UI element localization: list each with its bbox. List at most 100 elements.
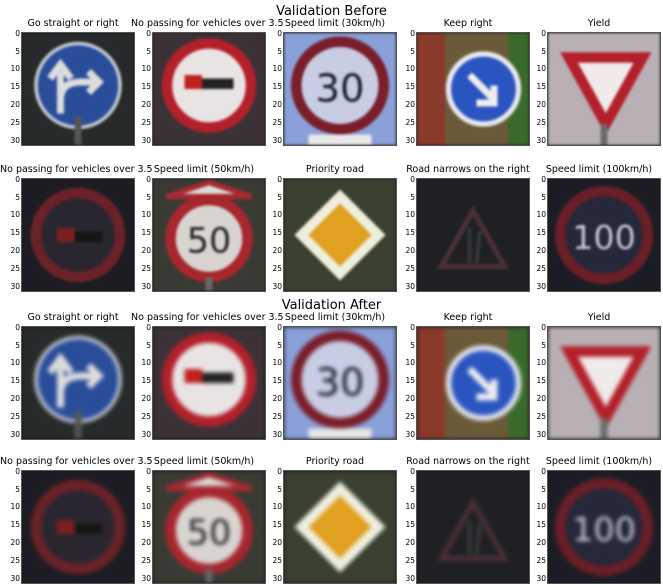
y-axis-ticks: 0 5 10 15 20 25 30 <box>536 175 549 292</box>
y-tick-label: 15 <box>272 228 285 238</box>
y-tick-label: 10 <box>10 64 23 74</box>
y-tick-label: 10 <box>10 502 23 512</box>
y-tick-label: 5 <box>541 46 549 56</box>
image-panel: Speed limit (100km/h) 0 5 10 15 20 25 30 100 <box>536 164 662 294</box>
panel-title: Speed limit (50km/h) <box>153 164 255 175</box>
y-tick-label: 0 <box>410 466 418 476</box>
y-tick-label: 30 <box>141 281 154 291</box>
y-tick-label: 5 <box>277 484 285 494</box>
y-tick-label: 30 <box>141 135 154 145</box>
y-tick-label: 25 <box>536 263 549 273</box>
y-tick-label: 30 <box>10 573 23 583</box>
y-tick-label: 0 <box>277 322 285 332</box>
y-axis-ticks: 0 5 10 15 20 25 30 <box>272 467 285 584</box>
y-tick-label: 20 <box>405 100 418 110</box>
no-passing-sign-image <box>21 470 135 584</box>
image-panel: Keep right 0 5 10 15 20 25 30 <box>405 18 531 148</box>
y-axis-ticks: 0 5 10 15 20 25 30 <box>405 466 418 584</box>
panel-title: Speed limit (100km/h) <box>545 456 653 467</box>
y-axis-ticks: 0 5 10 15 20 25 30 <box>141 175 154 292</box>
panel-title: Yield <box>587 18 611 29</box>
y-tick-label: 10 <box>405 64 418 74</box>
image-panel: No passing for vehicles over 3.5 0 5 10 15 20… <box>0 456 153 586</box>
y-tick-label: 15 <box>141 82 154 92</box>
yield-sign-image <box>547 326 661 440</box>
keep-right-sign-image <box>416 326 530 440</box>
y-tick-label: 5 <box>410 192 418 202</box>
y-axis-ticks: 0 5 10 15 20 25 30 <box>272 29 285 146</box>
y-tick-label: 0 <box>410 322 418 332</box>
y-tick-label: 5 <box>410 46 418 56</box>
y-tick-label: 10 <box>536 64 549 74</box>
y-tick-label: 0 <box>541 322 549 332</box>
image-panel: Go straight or right 0 5 10 15 20 25 30 <box>10 312 136 442</box>
y-axis-ticks: 0 5 10 15 20 25 30 <box>10 323 23 440</box>
y-tick-label: 30 <box>141 573 154 583</box>
y-tick-label: 0 <box>15 174 23 184</box>
image-panel: Keep right 0 5 10 15 20 25 30 <box>405 312 531 442</box>
y-tick-label: 15 <box>536 82 549 92</box>
y-tick-label: 10 <box>536 358 549 368</box>
y-tick-label: 20 <box>10 100 23 110</box>
y-axis-ticks: 0 5 10 15 20 25 30 <box>10 29 23 146</box>
y-tick-label: 25 <box>272 411 285 421</box>
y-tick-label: 15 <box>10 82 23 92</box>
y-axis-ticks: 0 5 10 15 20 25 30 <box>405 175 418 292</box>
y-tick-label: 15 <box>405 520 418 530</box>
y-tick-label: 30 <box>272 573 285 583</box>
y-tick-label: 0 <box>146 28 154 38</box>
y-tick-label: 0 <box>146 322 154 332</box>
y-tick-label: 25 <box>272 263 285 273</box>
speed-limit-100-sign-image: 100 <box>547 178 661 292</box>
y-tick-label: 20 <box>10 246 23 256</box>
y-tick-label: 15 <box>536 376 549 386</box>
y-tick-label: 20 <box>405 394 418 404</box>
y-tick-label: 20 <box>536 394 549 404</box>
y-axis-ticks: 0 5 10 15 20 25 30 <box>536 29 549 146</box>
y-tick-label: 5 <box>277 192 285 202</box>
image-panel: No passing for vehicles over 3.5 0 5 10 15 20… <box>0 164 153 294</box>
y-tick-label: 10 <box>141 358 154 368</box>
y-tick-label: 10 <box>272 502 285 512</box>
y-tick-label: 10 <box>536 502 549 512</box>
image-panel: Speed limit (30km/h) 0 5 10 15 20 25 30 30 <box>272 18 398 148</box>
y-tick-label: 30 <box>10 429 23 439</box>
panel-title: Go straight or right <box>27 18 119 29</box>
priority-road-sign-image <box>283 178 397 292</box>
image-panel: Go straight or right 0 5 10 15 20 25 30 <box>10 18 136 148</box>
y-tick-label: 25 <box>272 117 285 127</box>
panel-title: Speed limit (30km/h) <box>284 312 386 323</box>
priority-road-sign-image <box>283 470 397 584</box>
speed-limit-30-sign-image: 30 <box>283 326 397 440</box>
y-axis-ticks: 0 5 10 15 20 25 30 <box>10 467 23 584</box>
y-tick-label: 25 <box>536 555 549 565</box>
y-axis-ticks: 0 5 10 15 20 25 30 <box>536 322 549 440</box>
y-tick-label: 10 <box>405 358 418 368</box>
panel-title: Speed limit (50km/h) <box>153 456 255 467</box>
svg-text:50: 50 <box>187 222 232 262</box>
panel-title: Speed limit (30km/h) <box>284 18 386 29</box>
yield-sign-image <box>547 32 661 146</box>
speed-limit-50-sign-image: 50 <box>152 470 266 584</box>
y-axis-ticks: 0 5 10 15 20 25 30 <box>405 28 418 146</box>
image-panel: Road narrows on the right 0 5 10 15 20 25 30 <box>405 456 531 586</box>
y-tick-label: 10 <box>272 64 285 74</box>
no-passing-sign-image <box>21 178 135 292</box>
y-tick-label: 25 <box>10 117 23 127</box>
y-tick-label: 10 <box>272 210 285 220</box>
y-tick-label: 5 <box>15 484 23 494</box>
svg-text:100: 100 <box>572 510 635 549</box>
y-tick-label: 5 <box>410 484 418 494</box>
y-tick-label: 0 <box>410 28 418 38</box>
y-tick-label: 25 <box>10 411 23 421</box>
y-tick-label: 25 <box>536 117 549 127</box>
y-tick-label: 10 <box>141 502 154 512</box>
y-tick-label: 15 <box>141 228 154 238</box>
y-tick-label: 15 <box>10 520 23 530</box>
y-tick-label: 20 <box>141 246 154 256</box>
y-tick-label: 30 <box>536 281 549 291</box>
y-tick-label: 25 <box>405 117 418 127</box>
y-tick-label: 30 <box>405 429 418 439</box>
y-tick-label: 25 <box>272 555 285 565</box>
y-tick-label: 10 <box>405 210 418 220</box>
